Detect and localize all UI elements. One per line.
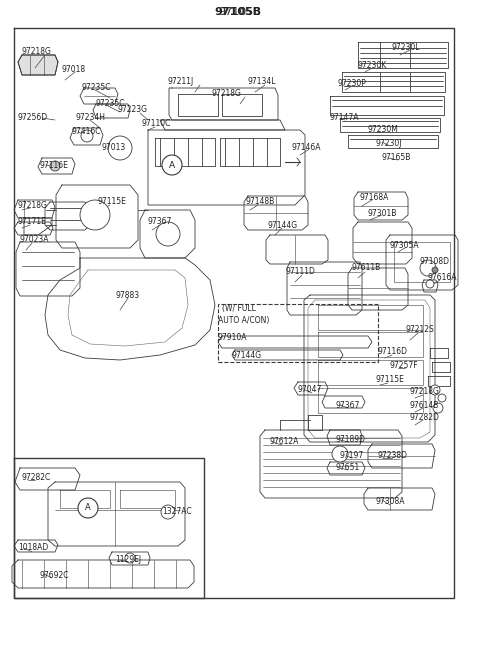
Text: (W/ FULL: (W/ FULL [222,304,256,312]
Circle shape [438,394,446,402]
Text: 97144G: 97144G [232,350,262,359]
Text: 97611B: 97611B [352,264,381,272]
Text: 97212S: 97212S [405,325,434,335]
Text: 97116E: 97116E [40,161,69,169]
Text: 97230M: 97230M [368,125,399,134]
Circle shape [156,222,180,246]
Text: 97168A: 97168A [360,194,389,203]
Circle shape [433,403,443,413]
Text: 97105B: 97105B [218,7,262,17]
Text: 97651: 97651 [335,464,359,472]
Text: 97367: 97367 [148,218,172,226]
Text: 97238D: 97238D [378,451,408,459]
Text: 97218G: 97218G [410,388,440,396]
Text: 97301B: 97301B [368,209,397,218]
Text: 97018: 97018 [62,66,86,75]
Circle shape [81,130,93,142]
Text: 97234H: 97234H [75,113,105,123]
Text: 97047: 97047 [298,386,323,394]
Text: 97257F: 97257F [390,361,419,371]
Text: 97105B: 97105B [215,7,262,17]
Text: A: A [169,161,175,169]
Text: 97910A: 97910A [218,333,248,342]
Text: 97223G: 97223G [118,106,148,115]
Text: 97115E: 97115E [98,197,127,207]
Text: 97146A: 97146A [292,144,322,152]
Circle shape [430,385,440,395]
Bar [218,304,378,362]
Text: 97235C: 97235C [82,83,111,92]
Text: 97692C: 97692C [40,571,70,581]
Text: 97147A: 97147A [330,113,360,123]
Circle shape [432,267,438,273]
Text: 97134L: 97134L [248,77,276,87]
Text: 97108D: 97108D [420,258,450,266]
Circle shape [125,553,135,563]
Text: 97235C: 97235C [95,98,124,108]
Text: 97115E: 97115E [375,375,404,384]
Text: 97171E: 97171E [18,218,47,226]
Text: 97230K: 97230K [358,62,387,70]
Circle shape [420,260,436,276]
Text: 97218G: 97218G [22,47,52,56]
Text: 1129EJ: 1129EJ [115,556,141,565]
Text: 97110C: 97110C [142,119,171,129]
Circle shape [332,446,348,462]
Text: 97189D: 97189D [335,436,365,445]
Text: 97883: 97883 [115,291,139,300]
Circle shape [426,280,434,288]
Text: 97144G: 97144G [268,220,298,230]
Text: 97023A: 97023A [20,236,49,245]
Text: 97282D: 97282D [410,413,440,422]
Text: AUTO A/CON): AUTO A/CON) [218,316,269,325]
Text: A: A [85,504,91,512]
Circle shape [161,505,175,519]
Text: 97367: 97367 [335,401,360,409]
Text: 1327AC: 1327AC [162,508,192,516]
Polygon shape [18,55,58,75]
Text: 97148B: 97148B [245,197,274,207]
Text: 97197: 97197 [340,451,364,459]
Text: 97218G: 97218G [18,201,48,209]
Text: 97256D: 97256D [18,113,48,123]
Text: 97308A: 97308A [375,497,405,506]
Circle shape [78,498,98,518]
Text: 97116D: 97116D [378,348,408,356]
Circle shape [80,200,110,230]
Text: 1018AD: 1018AD [18,544,48,552]
Text: 97282C: 97282C [22,474,51,483]
Text: 97614B: 97614B [410,401,439,409]
Circle shape [162,155,182,175]
Text: 97230L: 97230L [392,43,420,52]
Circle shape [50,161,60,171]
Text: 97211J: 97211J [168,77,194,87]
Text: 97305A: 97305A [390,241,420,249]
Text: 97230J: 97230J [375,140,401,148]
Text: 97111D: 97111D [286,268,316,276]
Text: 97013: 97013 [102,144,126,152]
Text: 97218G: 97218G [212,89,242,98]
Text: 97230P: 97230P [338,79,367,89]
Text: 97416C: 97416C [72,127,101,136]
Text: 97612A: 97612A [270,438,300,447]
Circle shape [108,136,132,160]
Text: 97165B: 97165B [382,154,411,163]
Text: 97616A: 97616A [428,274,457,283]
